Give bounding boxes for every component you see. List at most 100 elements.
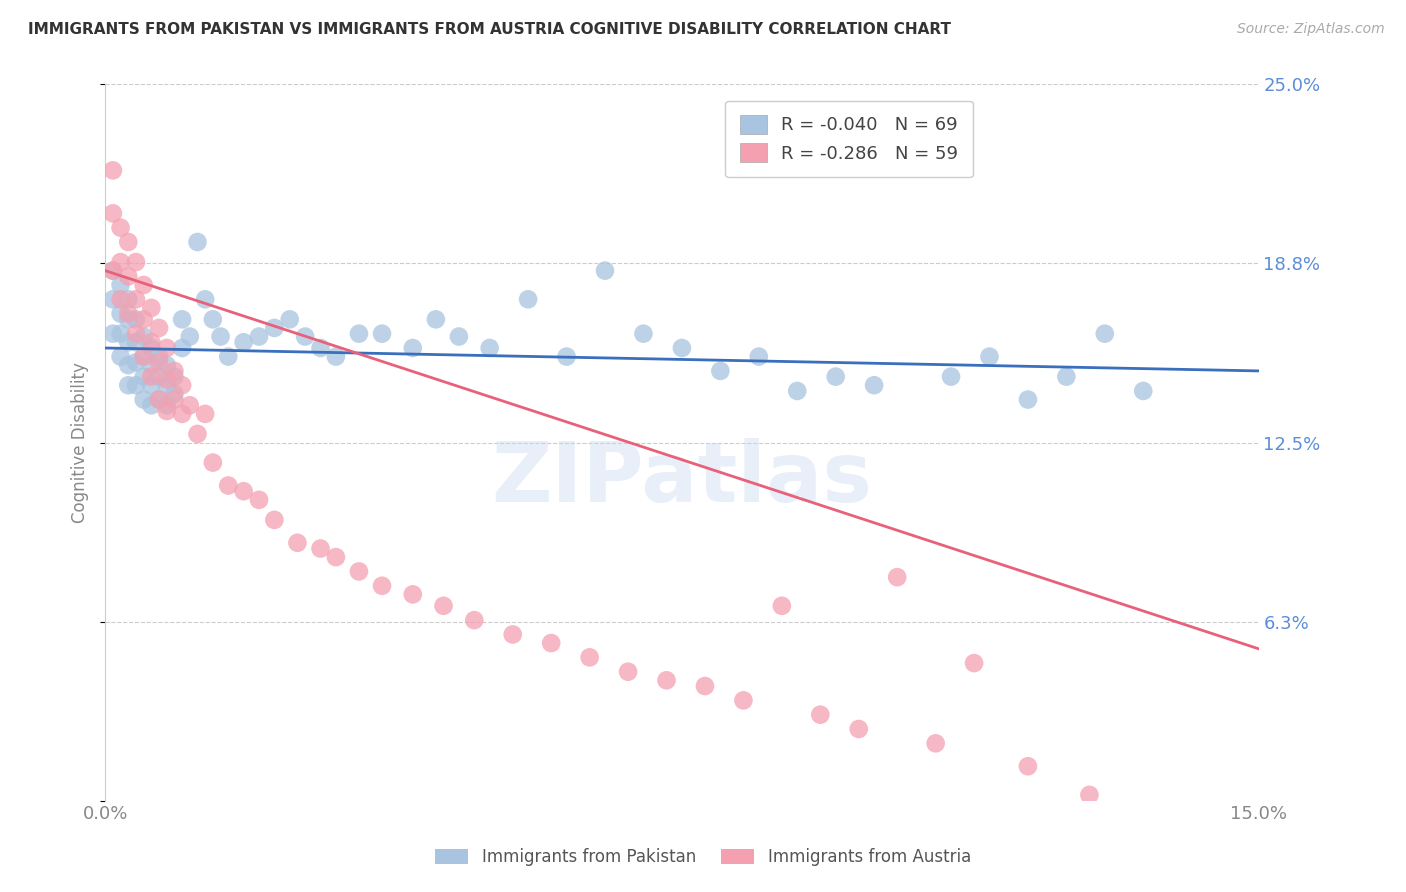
Point [163, 387, 186, 401]
Point [633, 326, 655, 341]
Point [132, 329, 155, 343]
Point [117, 378, 139, 392]
Point [117, 358, 139, 372]
Point [117, 335, 139, 350]
Point [863, 378, 886, 392]
Point [733, 693, 755, 707]
Point [963, 656, 986, 670]
Point [141, 341, 163, 355]
Point [179, 329, 201, 343]
Point [110, 293, 132, 307]
Point [110, 350, 132, 364]
Point [447, 329, 470, 343]
Point [148, 392, 170, 407]
Point [125, 335, 148, 350]
Point [141, 398, 163, 412]
Point [148, 350, 170, 364]
Point [309, 341, 332, 355]
Point [939, 369, 962, 384]
Point [217, 350, 239, 364]
Point [117, 293, 139, 307]
Point [693, 679, 716, 693]
Point [110, 326, 132, 341]
Point [156, 378, 179, 392]
Point [117, 312, 139, 326]
Point [325, 350, 347, 364]
Point [101, 163, 124, 178]
Point [217, 478, 239, 492]
Point [371, 579, 394, 593]
Point [1017, 392, 1039, 407]
Point [148, 392, 170, 407]
Point [132, 277, 155, 292]
Point [194, 293, 217, 307]
Point [141, 335, 163, 350]
Point [156, 341, 179, 355]
Point [247, 329, 270, 343]
Point [1132, 384, 1154, 398]
Point [263, 321, 285, 335]
Point [247, 492, 270, 507]
Point [432, 599, 454, 613]
Point [186, 235, 208, 249]
Point [232, 335, 254, 350]
Point [110, 307, 132, 321]
Text: IMMIGRANTS FROM PAKISTAN VS IMMIGRANTS FROM AUSTRIA COGNITIVE DISABILITY CORRELA: IMMIGRANTS FROM PAKISTAN VS IMMIGRANTS F… [28, 22, 950, 37]
Point [110, 255, 132, 269]
Point [232, 484, 254, 499]
Text: Source: ZipAtlas.com: Source: ZipAtlas.com [1237, 22, 1385, 37]
Point [979, 350, 1001, 364]
Point [848, 722, 870, 736]
Point [101, 263, 124, 277]
Point [886, 570, 908, 584]
Point [117, 307, 139, 321]
Point [148, 355, 170, 369]
Point [325, 550, 347, 565]
Legend: R = -0.040   N = 69, R = -0.286   N = 59: R = -0.040 N = 69, R = -0.286 N = 59 [725, 101, 973, 178]
Point [163, 392, 186, 407]
Point [209, 329, 232, 343]
Point [141, 358, 163, 372]
Point [463, 613, 485, 627]
Point [132, 350, 155, 364]
Point [924, 736, 946, 750]
Point [1054, 369, 1077, 384]
Point [125, 312, 148, 326]
Point [172, 378, 194, 392]
Point [141, 301, 163, 315]
Point [125, 378, 148, 392]
Text: ZIPatlas: ZIPatlas [492, 438, 872, 519]
Point [402, 341, 425, 355]
Point [808, 707, 831, 722]
Point [371, 326, 394, 341]
Point [132, 392, 155, 407]
Legend: Immigrants from Pakistan, Immigrants from Austria: Immigrants from Pakistan, Immigrants fro… [427, 840, 979, 875]
Point [1017, 759, 1039, 773]
Point [179, 398, 201, 412]
Point [172, 312, 194, 326]
Point [156, 398, 179, 412]
Point [748, 350, 770, 364]
Point [402, 587, 425, 601]
Point [163, 369, 186, 384]
Point [101, 206, 124, 220]
Point [132, 369, 155, 384]
Point [578, 650, 600, 665]
Point [593, 263, 616, 277]
Point [117, 269, 139, 284]
Point [125, 326, 148, 341]
Point [172, 407, 194, 421]
Point [294, 329, 316, 343]
Point [278, 312, 301, 326]
Point [309, 541, 332, 556]
Point [1078, 788, 1101, 802]
Y-axis label: Cognitive Disability: Cognitive Disability [72, 362, 89, 523]
Point [517, 293, 540, 307]
Point [132, 312, 155, 326]
Point [655, 673, 678, 688]
Point [786, 384, 808, 398]
Point [148, 369, 170, 384]
Point [555, 350, 578, 364]
Point [425, 312, 447, 326]
Point [148, 321, 170, 335]
